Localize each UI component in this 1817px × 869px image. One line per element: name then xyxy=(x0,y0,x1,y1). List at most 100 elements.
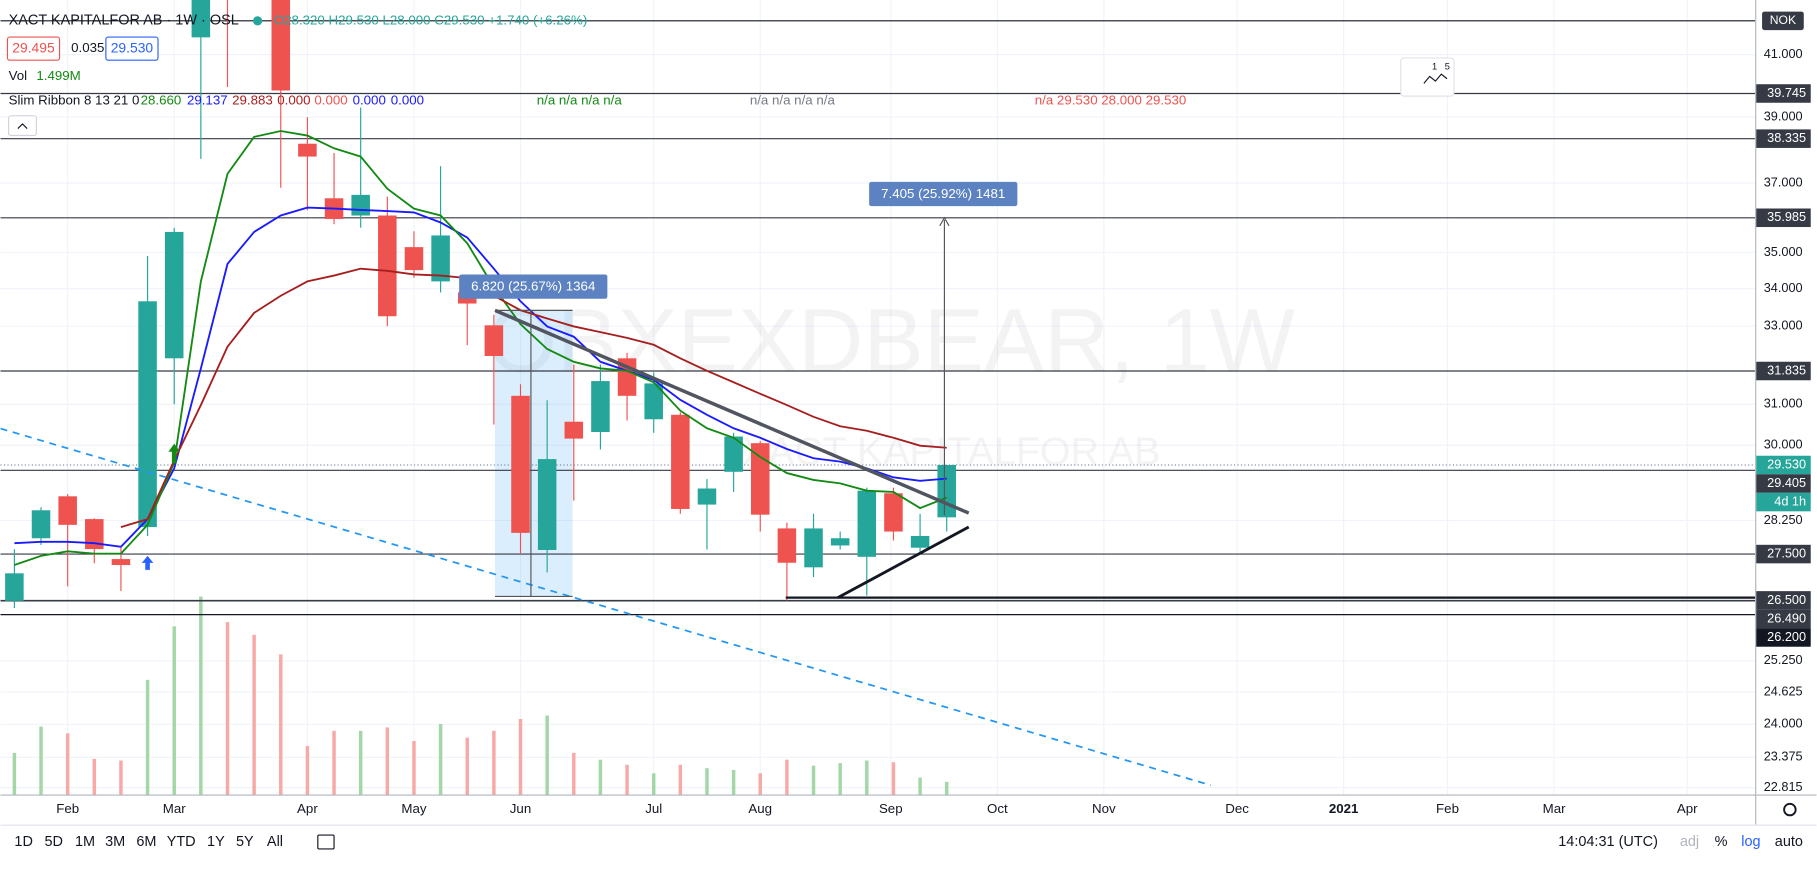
ribbon-value: 0.000 xyxy=(353,92,386,107)
level-label: 27.500 xyxy=(1767,545,1806,560)
ribbon-name: Slim Ribbon 8 13 21 0 xyxy=(9,92,140,107)
range-button[interactable]: YTD xyxy=(167,834,196,850)
candle-body xyxy=(830,538,850,546)
volume-bar xyxy=(944,781,949,795)
bid-box[interactable] xyxy=(6,36,61,61)
range-button[interactable]: 1M xyxy=(75,834,95,850)
settings-icon[interactable] xyxy=(1783,802,1797,817)
level-label: 31.835 xyxy=(1767,362,1806,377)
y-tick-label: 39.000 xyxy=(1764,109,1803,124)
x-tick-label: Apr xyxy=(1677,801,1698,816)
volume-bar xyxy=(651,773,656,795)
volume-bar xyxy=(252,634,256,795)
signal-arrow xyxy=(168,443,181,464)
time-axis: Feb Mar Apr May Jun Jul Aug Sep Oct Nov Dec 2021 Feb… xyxy=(56,801,1698,816)
level-label: 39.745 xyxy=(1767,85,1806,100)
y-tick-label: 37.000 xyxy=(1764,174,1803,189)
level-label-box xyxy=(1756,208,1811,228)
measure-label-box xyxy=(459,274,608,299)
na-values: n/a 29.530 28.000 29.530 xyxy=(1035,92,1187,107)
candle-body xyxy=(378,215,397,317)
percent-button[interactable]: % xyxy=(1715,834,1728,850)
collapse-button[interactable] xyxy=(8,115,37,137)
level-label-box xyxy=(1756,591,1811,610)
volume-bar xyxy=(12,752,17,795)
widget[interactable] xyxy=(1400,57,1455,97)
trend-line xyxy=(0,427,1212,787)
x-tick-label: Jun xyxy=(510,801,531,816)
ohlc: O28.320 H29.530 L28.000 C29.530 +1.740 (… xyxy=(274,12,587,27)
candle-body xyxy=(271,0,291,91)
volume-bar xyxy=(758,773,762,795)
volume-bar xyxy=(518,718,523,795)
candle-body xyxy=(85,519,104,550)
candle-body xyxy=(191,0,211,38)
candle-body xyxy=(750,443,770,515)
x-tick-label: Feb xyxy=(1436,801,1459,816)
x-tick-label: Aug xyxy=(748,801,772,816)
y-tick-label: 25.250 xyxy=(1764,652,1803,667)
level-label-box xyxy=(1756,628,1811,647)
candle-body xyxy=(351,194,370,216)
x-tick-label: Sep xyxy=(879,801,903,816)
status-dot xyxy=(252,16,263,26)
level-label: 26.200 xyxy=(1767,629,1806,644)
level-label: 35.985 xyxy=(1767,209,1806,224)
range-button[interactable]: 6M xyxy=(136,834,156,850)
auto-button[interactable]: auto xyxy=(1775,834,1803,850)
x-tick-label: Jul xyxy=(645,801,662,816)
candle-body xyxy=(724,436,743,472)
watermark: OBXEXDBEAR, 1W xyxy=(487,290,1295,391)
volume-bar xyxy=(465,737,469,795)
candle-body xyxy=(164,231,184,359)
bid: 29.495 xyxy=(12,39,55,55)
measure-range xyxy=(495,310,573,597)
log-button[interactable]: log xyxy=(1741,834,1760,850)
range-button[interactable]: 3M xyxy=(105,834,125,850)
x-tick-label: Dec xyxy=(1225,801,1249,816)
volume-bar xyxy=(678,764,683,795)
trend-line xyxy=(494,308,970,515)
x-tick-label: Feb xyxy=(56,801,79,816)
volume-bar xyxy=(92,758,97,795)
candle-body xyxy=(537,459,557,550)
y-tick-label: 31.000 xyxy=(1764,396,1803,411)
measure-label-box xyxy=(869,181,1018,207)
volume-bar xyxy=(332,730,336,795)
y-tick-label: 23.375 xyxy=(1764,749,1803,764)
range-button[interactable]: 5D xyxy=(45,834,64,850)
ribbon-value: 0.000 xyxy=(314,92,347,107)
currency-box[interactable] xyxy=(1762,11,1804,31)
candle-body xyxy=(31,510,51,539)
adj-button[interactable]: adj xyxy=(1680,834,1699,850)
range-button[interactable]: 1Y xyxy=(207,834,225,850)
candle-body xyxy=(111,559,131,566)
candle-body xyxy=(511,395,530,533)
volume-bar xyxy=(225,622,230,795)
level-label: 29.405 xyxy=(1767,475,1806,490)
volume-bar xyxy=(785,759,789,795)
candle-body xyxy=(671,414,690,509)
collapse-icon xyxy=(17,123,28,129)
candle-body xyxy=(804,528,823,568)
volume-bar xyxy=(172,626,176,795)
candle-body xyxy=(857,490,877,557)
volume-bar xyxy=(731,769,736,795)
candle-body xyxy=(484,325,504,356)
range-button[interactable]: 5Y xyxy=(236,834,254,850)
ask: 29.530 xyxy=(111,39,154,55)
range-button[interactable]: All xyxy=(267,834,283,850)
candle-body xyxy=(404,247,424,271)
range-button[interactable]: 1D xyxy=(14,834,33,850)
volume-bar xyxy=(838,763,842,795)
volume-bar xyxy=(438,724,443,795)
ribbon-line xyxy=(14,130,948,566)
calendar-icon[interactable] xyxy=(317,834,335,850)
volume-bar xyxy=(119,760,123,795)
volume-bar xyxy=(305,746,310,795)
measure-label: 7.405 (25.92%) 1481 xyxy=(881,186,1005,201)
level-label: 29.530 xyxy=(1767,456,1806,471)
volume-bar xyxy=(918,777,922,795)
ask-box[interactable] xyxy=(105,36,159,61)
ribbon-value: 0.000 xyxy=(391,92,424,107)
